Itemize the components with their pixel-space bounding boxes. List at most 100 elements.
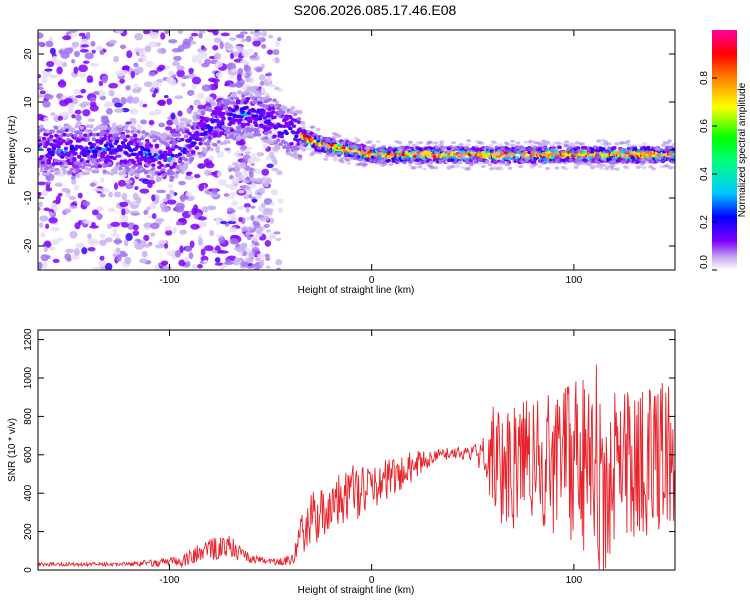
spectrogram-cell	[507, 153, 513, 158]
spectrogram-cell	[149, 176, 155, 180]
spectrogram-cell	[180, 170, 185, 175]
spectrogram-cell	[235, 257, 241, 262]
spectrogram-cell	[293, 150, 298, 154]
spectrogram-cell	[161, 173, 167, 177]
spectrogram-cell	[206, 205, 215, 211]
spectrogram-cell	[149, 148, 158, 155]
spectrogram-cell	[38, 132, 41, 136]
spectrogram-cell	[342, 153, 348, 157]
spectrogram-cell	[491, 150, 497, 155]
spectrogram-cell	[507, 166, 513, 170]
spectrogram-cell	[265, 156, 271, 161]
spectrogram-cell	[51, 202, 57, 210]
spectrogram-cell	[259, 208, 265, 213]
spectrogram-cell	[636, 149, 642, 154]
spectrogram-cell	[86, 163, 92, 167]
spectrogram-cell	[44, 181, 52, 185]
spectrogram-cell	[166, 98, 173, 106]
spectrogram-cell	[264, 240, 272, 247]
spectrogram-cell	[238, 117, 243, 122]
spectrogram-cell	[113, 191, 122, 198]
spectrogram-cell	[200, 110, 206, 114]
spectrogram-cell	[500, 145, 506, 150]
snr-xtick-label: -100	[159, 575, 179, 586]
spectrogram-cell	[129, 135, 134, 140]
spectrogram-cell	[193, 99, 201, 106]
spectrogram-cell	[102, 136, 107, 141]
spectrogram-cell	[416, 154, 422, 158]
spectrogram-cell	[245, 122, 251, 126]
spectrogram-cell	[43, 116, 49, 122]
spectrogram-cell	[277, 104, 282, 108]
spectrogram-cell	[80, 137, 86, 141]
spectrogram-cell	[90, 40, 96, 47]
spectrogram-cell	[397, 153, 403, 157]
spectrogram-cell	[126, 153, 132, 158]
spectrogram-cell	[283, 106, 288, 110]
spectrogram-cell	[181, 75, 189, 79]
spectrogram-cell	[215, 118, 220, 123]
spectrogram-cell	[215, 145, 220, 153]
spectrogram-cell	[223, 105, 229, 110]
spectrogram-cell	[254, 257, 262, 262]
spectrogram-cell	[56, 66, 63, 75]
spectrogram-cell	[92, 90, 100, 96]
colorbar-tick-label: 0.8	[699, 71, 710, 85]
spectrogram-cell	[180, 137, 185, 142]
spectrogram-cell	[172, 61, 180, 67]
spectrogram-cell	[530, 165, 536, 169]
spectrogram-cell	[83, 163, 88, 167]
spectrogram-cell	[178, 259, 186, 267]
spectrogram-cell	[107, 159, 112, 163]
spectrogram-cell	[455, 164, 461, 168]
colorbar-label: Normalized spectral amplitude	[737, 82, 748, 217]
spectrogram-cell	[244, 105, 249, 110]
spectrogram-cell	[453, 148, 459, 152]
spectrogram-cell	[47, 156, 53, 161]
spectrogram-cell	[86, 75, 94, 83]
spectrogram-cell	[204, 58, 211, 65]
spectrogram-cell	[170, 171, 175, 175]
spectrogram-cell	[73, 66, 79, 74]
spectrogram-cell	[245, 96, 251, 101]
spectrogram-cell	[102, 150, 107, 155]
spectrogram-cell	[71, 41, 80, 48]
spectrogram-cell	[250, 205, 256, 209]
spectrogram-cell	[153, 89, 158, 94]
spectrogram-cell	[219, 41, 224, 50]
spectrogram-cell	[326, 137, 332, 142]
spectrogram-cell	[349, 156, 355, 160]
spectrogram-cell	[184, 245, 193, 252]
spectrogram-cell	[353, 136, 359, 140]
spectrogram-cell	[136, 139, 141, 143]
spectrogram-cell	[87, 233, 92, 240]
spectrogram-cell	[38, 74, 42, 79]
spectrogram-cell	[220, 32, 230, 37]
spectrogram-cell	[83, 133, 88, 138]
spectrogram-cell	[128, 170, 133, 175]
spectrogram-cell	[301, 125, 307, 130]
spectrogram-cell	[219, 141, 224, 146]
spectrogram-cell	[260, 216, 267, 222]
spectrogram-cell	[198, 141, 203, 146]
spectrogram-cell	[107, 161, 112, 166]
spectrogram-cell	[91, 266, 102, 270]
spectrogram-cell	[314, 142, 320, 147]
spectrogram-cell	[672, 142, 675, 146]
spectrogram-cell	[631, 144, 637, 148]
spectrogram-cell	[199, 119, 204, 123]
spectrogram-cell	[99, 50, 105, 56]
spectrogram-cell	[115, 70, 125, 77]
spectrogram-cell	[657, 152, 663, 156]
spectrogram-cell	[229, 167, 235, 171]
spectrogram-cell	[89, 225, 99, 229]
spectrogram-cell	[120, 97, 127, 105]
spectrogram-cell	[197, 237, 204, 246]
spectrogram-cell	[256, 97, 262, 101]
spectrogram-cell	[114, 132, 120, 137]
spectrogram-cell	[537, 165, 543, 169]
spectrogram-cell	[296, 117, 302, 121]
spectrogram-cell	[512, 157, 518, 161]
spectrogram-cell	[64, 193, 72, 198]
spectrogram-plot-area	[38, 30, 675, 270]
